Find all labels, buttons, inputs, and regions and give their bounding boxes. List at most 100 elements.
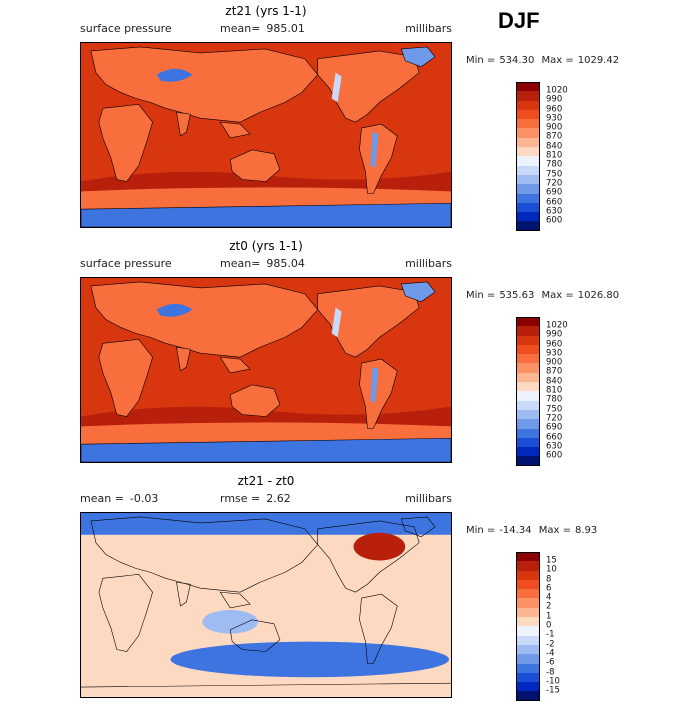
southern-high-band: [81, 171, 451, 194]
colorbar-level-label: 900: [546, 122, 563, 133]
colorbar-level-label: 690: [546, 422, 563, 433]
colorbar-level-label: 780: [546, 159, 563, 170]
rockies-low-pressure: [331, 72, 342, 103]
southern-low-band: [81, 187, 451, 210]
colorbar-swatch: [516, 607, 540, 618]
colorbar-swatch: [516, 354, 540, 364]
colorbar-level-label: 1: [546, 611, 552, 622]
continent-india: [176, 346, 191, 372]
min-label: Min =: [466, 290, 496, 301]
tibet-low-pressure: [156, 68, 193, 82]
colorbar-level-label: 720: [546, 178, 563, 189]
min-max-readout: Min = 535.63 Max = 1026.80: [466, 290, 623, 301]
colorbar-swatch: [516, 156, 540, 166]
colorbar-swatch: [516, 635, 540, 645]
min-value: 535.63: [499, 290, 535, 301]
map-svg: [81, 43, 451, 227]
mean-value: 985.04: [266, 257, 305, 270]
season-label: DJF: [498, 8, 540, 33]
colorbar-swatch: [516, 326, 540, 336]
colorbar-swatch: [516, 561, 540, 571]
colorbar-level-label: 8: [546, 574, 552, 585]
colorbar-swatch: [516, 672, 540, 683]
max-label: Max =: [541, 55, 574, 66]
colorbar-swatch: [516, 317, 540, 327]
colorbar-swatch: [516, 335, 540, 345]
colorbar-level-label: 810: [546, 150, 563, 161]
colorbar-level-label: 870: [546, 131, 563, 142]
continent-outline-africa: [98, 574, 153, 652]
continent-australia: [229, 149, 281, 182]
continent-india: [176, 111, 191, 137]
colorbar-level-label: 2: [546, 601, 552, 612]
colorbar-level-label: 960: [546, 104, 563, 115]
tibet-low-pressure: [156, 303, 193, 317]
field-label: surface pressure: [80, 22, 172, 35]
colorbar-level-label: -2: [546, 639, 555, 650]
andes-low-pressure: [370, 367, 379, 403]
panel-title: zt21 (yrs 1-1): [225, 4, 307, 18]
mean-label: mean =: [80, 492, 124, 505]
mean-stat: mean= 985.01: [220, 22, 305, 35]
min-label: Min =: [466, 55, 496, 66]
positive-anomaly: [353, 532, 406, 561]
colorbar-level-label: 720: [546, 413, 563, 424]
colorbar-level-label: -15: [546, 685, 560, 696]
colorbar-level-label: 0: [546, 620, 552, 631]
continent-outline-india: [176, 581, 191, 607]
colorbar-swatch: [516, 598, 540, 608]
max-value: 8.93: [574, 525, 598, 536]
colorbar-level-label: 600: [546, 450, 563, 461]
colorbar-level-label: 15: [546, 555, 557, 566]
colorbar-swatch: [516, 644, 540, 655]
continent-outline-samerica: [359, 593, 398, 664]
panel-title: zt21 - zt0: [237, 474, 295, 488]
units-label: millibars: [405, 257, 452, 270]
max-label: Max =: [541, 290, 574, 301]
colorbar-swatch: [516, 202, 540, 213]
continent-eurasia: [90, 46, 319, 123]
colorbar-swatch: [516, 174, 540, 185]
colorbar-swatch: [516, 617, 540, 627]
andes-low-pressure: [370, 132, 379, 168]
map-svg: [81, 278, 451, 462]
antarctica-outline: [81, 682, 451, 688]
colorbar-level-label: 1020: [546, 85, 568, 96]
min-max-readout: Min = -14.34 Max = 8.93: [466, 525, 601, 536]
panel-zt21: zt21 (yrs 1-1) surface pressure mean= 985…: [0, 0, 700, 235]
colorbar-level-label: 630: [546, 206, 563, 217]
continent-samerica: [359, 358, 398, 429]
colorbar-level-label: 810: [546, 385, 563, 396]
colorbar-swatch: [516, 128, 540, 138]
colorbar-swatch: [516, 82, 540, 92]
max-value: 1026.80: [577, 290, 620, 301]
colorbar-level-label: 660: [546, 432, 563, 443]
colorbar-level-label: 960: [546, 339, 563, 350]
colorbar-swatch: [516, 409, 540, 420]
continent-samerica: [359, 123, 398, 194]
colorbar-swatch: [516, 456, 540, 466]
colorbar-level-label: 600: [546, 215, 563, 226]
colorbar-level-label: 840: [546, 141, 563, 152]
southern-low-band: [81, 422, 451, 445]
max-value: 1029.42: [577, 55, 620, 66]
continent-australia: [229, 384, 281, 417]
continent-seasia: [219, 121, 251, 139]
mean-label: mean=: [220, 22, 261, 35]
colorbar: [516, 552, 540, 701]
colorbar: [516, 82, 540, 231]
colorbar-level-label: 780: [546, 394, 563, 405]
min-value: 534.30: [499, 55, 535, 66]
colorbar-level-label: 10: [546, 564, 557, 575]
colorbar-level-label: 750: [546, 169, 563, 180]
units-label: millibars: [405, 22, 452, 35]
colorbar: [516, 317, 540, 466]
colorbar-swatch: [516, 221, 540, 231]
colorbar-swatch: [516, 137, 540, 148]
colorbar-level-label: -4: [546, 648, 555, 659]
colorbar-swatch: [516, 109, 540, 120]
colorbar-swatch: [516, 570, 540, 580]
colorbar-swatch: [516, 663, 540, 673]
continent-greenland: [400, 281, 436, 303]
colorbar-level-label: -6: [546, 657, 555, 668]
